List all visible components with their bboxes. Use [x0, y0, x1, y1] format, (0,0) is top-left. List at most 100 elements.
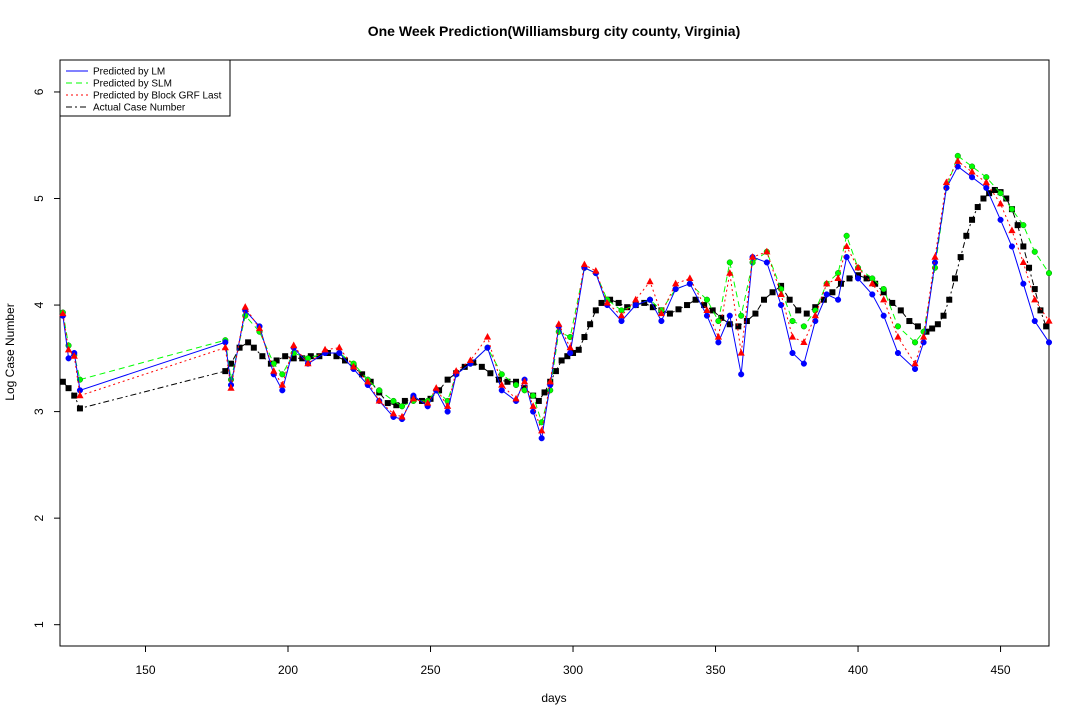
data-point	[221, 343, 229, 351]
data-point	[672, 279, 680, 287]
data-point	[409, 394, 418, 402]
data-point	[1045, 339, 1053, 346]
data-point	[632, 302, 639, 309]
data-point	[894, 333, 902, 340]
data-point	[991, 186, 998, 193]
data-point	[461, 363, 468, 370]
data-point	[820, 296, 827, 303]
data-point	[769, 289, 776, 296]
data-point	[535, 397, 542, 404]
data-point	[868, 279, 876, 287]
data-point	[846, 275, 853, 282]
legend-label: Predicted by LM	[93, 67, 165, 78]
data-point	[777, 290, 785, 297]
data-point	[919, 333, 928, 340]
data-point	[843, 242, 851, 250]
data-point	[880, 312, 887, 319]
data-point	[1014, 222, 1021, 229]
data-point	[1019, 258, 1027, 266]
data-point	[227, 384, 235, 391]
data-point	[906, 318, 913, 325]
data-point	[641, 299, 648, 306]
data-point	[714, 333, 722, 340]
data-point	[997, 190, 1004, 197]
data-point	[788, 333, 797, 340]
data-point	[555, 320, 563, 327]
data-point	[940, 312, 947, 319]
data-point	[1031, 248, 1038, 255]
data-point	[538, 426, 546, 434]
data-point	[299, 355, 306, 362]
data-point	[963, 232, 970, 239]
data-point	[59, 378, 66, 385]
data-point	[735, 323, 742, 330]
data-point	[617, 311, 626, 319]
x-tick-label: 150	[135, 663, 155, 677]
data-point	[580, 260, 589, 268]
data-point	[789, 317, 796, 325]
data-point	[946, 296, 953, 303]
data-point	[64, 345, 73, 353]
data-point	[803, 310, 810, 317]
data-point	[911, 339, 919, 346]
data-point	[222, 368, 229, 375]
data-point	[592, 307, 599, 314]
y-tick-label: 1	[32, 621, 46, 628]
data-point	[484, 344, 491, 351]
data-point	[512, 394, 520, 402]
data-point	[703, 296, 711, 303]
data-point	[364, 377, 372, 385]
data-point	[65, 355, 72, 362]
data-point	[444, 402, 452, 409]
data-point	[889, 299, 896, 306]
data-point	[498, 387, 505, 394]
data-point	[618, 317, 625, 325]
data-point	[1008, 226, 1016, 234]
data-point	[911, 365, 919, 373]
data-point	[1043, 323, 1050, 330]
data-point	[564, 353, 571, 360]
legend-box	[59, 59, 231, 117]
data-point	[957, 254, 964, 261]
data-point	[1003, 195, 1010, 202]
data-point	[894, 349, 901, 357]
data-point	[336, 349, 343, 357]
data-point	[1031, 295, 1039, 303]
data-point	[59, 309, 67, 317]
data-point	[389, 409, 398, 417]
data-point	[686, 280, 693, 287]
data-point	[487, 370, 494, 377]
data-point	[335, 343, 343, 351]
data-point	[951, 275, 958, 282]
data-point	[872, 280, 879, 287]
series-line	[62, 155, 1050, 425]
series-layer	[59, 152, 1053, 442]
data-point	[982, 178, 990, 186]
series-line	[62, 160, 1050, 433]
data-point	[592, 266, 600, 274]
data-point	[854, 263, 862, 271]
data-point	[598, 299, 605, 306]
data-point	[743, 318, 750, 325]
data-point	[692, 296, 699, 303]
data-point	[259, 353, 266, 360]
data-point	[1045, 270, 1053, 277]
data-point	[954, 157, 962, 164]
data-point	[290, 355, 297, 362]
data-point	[498, 371, 505, 378]
data-point	[812, 304, 819, 311]
data-point	[587, 321, 594, 328]
data-point	[911, 359, 919, 367]
data-point	[76, 391, 84, 399]
data-point	[250, 344, 257, 351]
data-point	[393, 402, 400, 409]
data-point	[65, 385, 72, 392]
data-point	[880, 289, 887, 296]
data-point	[795, 307, 802, 314]
data-point	[931, 253, 939, 260]
y-axis-label: Log Case Number	[3, 303, 17, 400]
data-point	[71, 392, 78, 399]
data-point	[929, 325, 936, 332]
data-point	[304, 359, 312, 367]
data-point	[513, 378, 520, 385]
